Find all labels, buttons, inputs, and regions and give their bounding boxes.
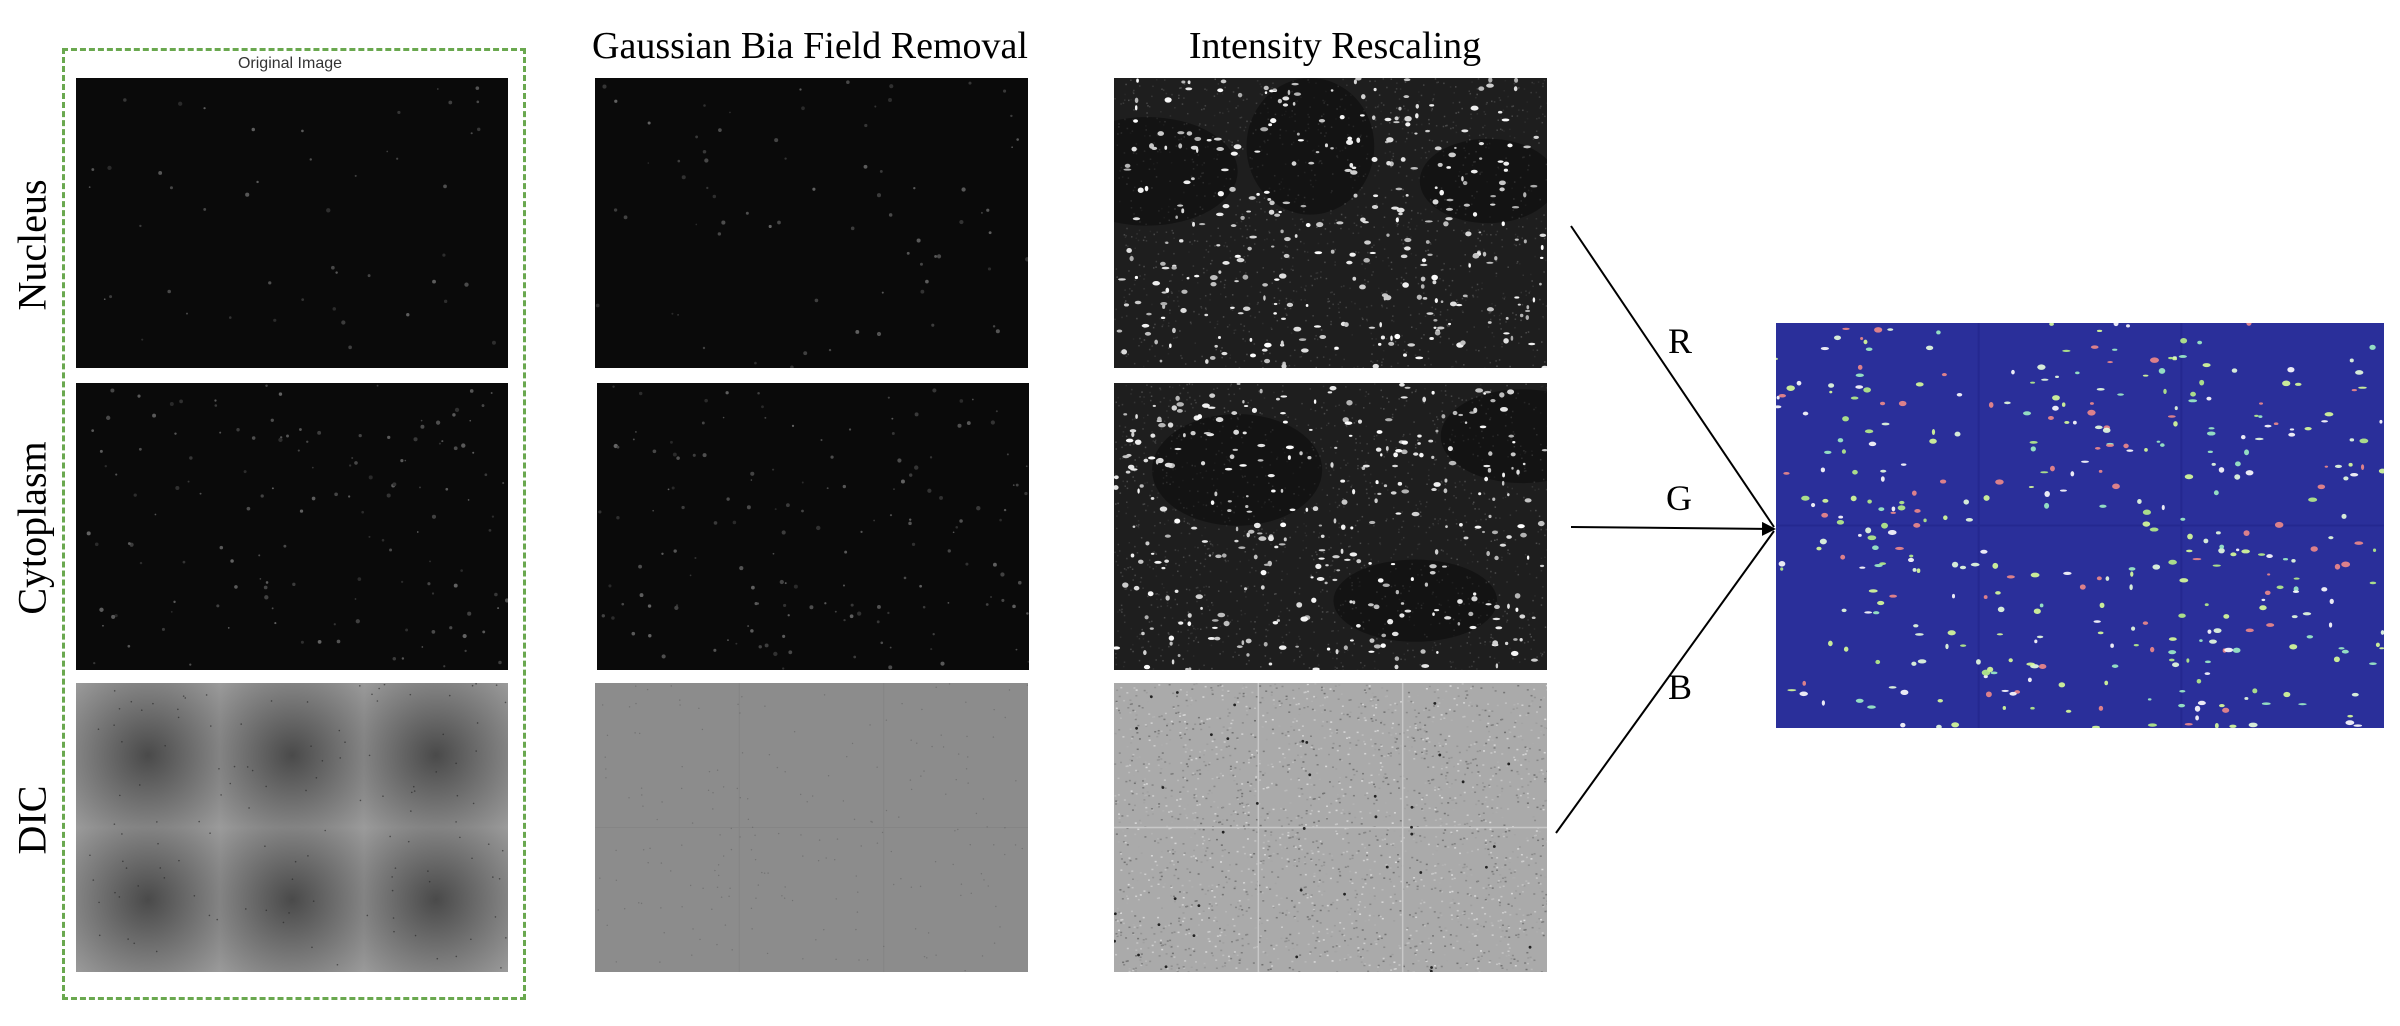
gaussian-cytoplasm-image bbox=[597, 383, 1029, 670]
channel-label-b: B bbox=[1668, 667, 1693, 707]
arrow-b bbox=[1555, 530, 1775, 834]
original-cytoplasm-image bbox=[76, 383, 508, 670]
merged-rgb-image bbox=[1776, 323, 2384, 728]
channel-label-r: R bbox=[1668, 321, 1693, 361]
original-nucleus-image bbox=[76, 78, 508, 368]
arrow-g bbox=[1570, 521, 1776, 536]
channel-label-g: G bbox=[1666, 478, 1692, 518]
original-image-frame bbox=[62, 48, 526, 1000]
original-image-title: Original Image bbox=[237, 55, 343, 72]
rescaling-nucleus-image bbox=[1114, 78, 1547, 368]
rescaling-dic-image bbox=[1114, 683, 1547, 972]
gaussian-column-title: Gaussian Bia Field Removal bbox=[592, 25, 1028, 67]
gaussian-dic-image bbox=[595, 683, 1028, 972]
rescaling-column-title: Intensity Rescaling bbox=[1188, 25, 1482, 67]
arrow-r bbox=[1570, 225, 1775, 528]
rescaling-cytoplasm-image bbox=[1114, 383, 1547, 670]
gaussian-nucleus-image bbox=[595, 78, 1028, 368]
original-dic-image bbox=[76, 683, 508, 972]
